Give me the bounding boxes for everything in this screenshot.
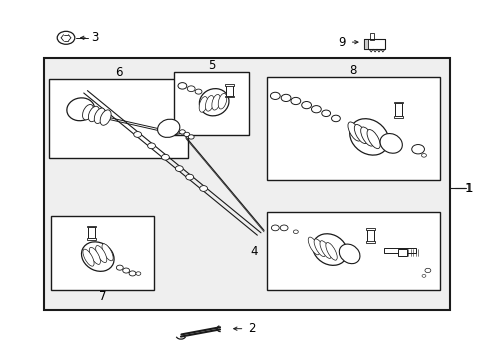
Ellipse shape	[82, 104, 93, 120]
Ellipse shape	[349, 119, 388, 155]
Circle shape	[411, 145, 424, 154]
Text: 6: 6	[115, 66, 122, 79]
Bar	[366, 230, 373, 242]
Bar	[44, 58, 449, 310]
Circle shape	[199, 186, 207, 192]
Circle shape	[421, 154, 426, 157]
Circle shape	[136, 272, 141, 275]
Bar	[225, 84, 233, 86]
Bar	[51, 216, 154, 290]
Ellipse shape	[312, 234, 346, 265]
Ellipse shape	[199, 96, 207, 112]
Bar	[364, 39, 367, 49]
Text: 1: 1	[464, 182, 471, 195]
Text: 9: 9	[338, 36, 346, 49]
Circle shape	[424, 268, 430, 273]
Circle shape	[188, 135, 194, 139]
Text: 8: 8	[349, 64, 356, 77]
Circle shape	[122, 268, 129, 273]
Circle shape	[161, 154, 169, 160]
Bar	[49, 79, 188, 158]
Circle shape	[321, 110, 330, 117]
Ellipse shape	[89, 247, 100, 264]
Circle shape	[178, 83, 186, 89]
Ellipse shape	[81, 242, 114, 271]
Ellipse shape	[379, 134, 402, 153]
Bar	[394, 103, 401, 116]
Ellipse shape	[88, 106, 99, 122]
Text: 4: 4	[250, 244, 258, 258]
Ellipse shape	[325, 243, 337, 260]
Ellipse shape	[100, 110, 111, 125]
Bar	[87, 225, 96, 228]
Circle shape	[421, 274, 425, 277]
Bar	[393, 116, 402, 118]
Circle shape	[280, 225, 287, 231]
Circle shape	[179, 130, 185, 134]
Circle shape	[147, 143, 155, 149]
Bar	[88, 227, 95, 238]
Ellipse shape	[94, 108, 105, 123]
Bar	[225, 96, 233, 98]
Circle shape	[116, 265, 123, 270]
Bar	[173, 72, 249, 135]
Bar	[365, 229, 374, 230]
Circle shape	[311, 105, 321, 113]
Circle shape	[301, 102, 311, 109]
Ellipse shape	[96, 246, 106, 262]
Ellipse shape	[157, 119, 180, 138]
Circle shape	[133, 132, 142, 138]
Ellipse shape	[218, 93, 226, 109]
Circle shape	[293, 230, 298, 234]
Ellipse shape	[339, 244, 359, 264]
Bar	[266, 212, 439, 290]
Bar	[266, 77, 439, 180]
Circle shape	[183, 132, 189, 136]
Ellipse shape	[307, 237, 319, 255]
Circle shape	[195, 89, 202, 94]
Bar	[87, 238, 96, 240]
Bar	[393, 102, 402, 103]
Text: 2: 2	[247, 322, 255, 335]
Bar	[365, 242, 374, 243]
Bar	[383, 248, 415, 253]
Ellipse shape	[102, 244, 113, 261]
Bar	[364, 39, 384, 49]
Text: 7: 7	[99, 290, 106, 303]
Circle shape	[185, 174, 193, 180]
Circle shape	[331, 115, 340, 122]
Ellipse shape	[347, 122, 360, 141]
Bar	[369, 33, 373, 40]
Ellipse shape	[211, 94, 220, 110]
Text: 5: 5	[207, 59, 215, 72]
Text: 1: 1	[465, 182, 472, 195]
Ellipse shape	[67, 98, 94, 121]
Ellipse shape	[199, 89, 228, 116]
Circle shape	[175, 166, 183, 171]
Circle shape	[281, 94, 290, 102]
Ellipse shape	[366, 130, 379, 149]
Ellipse shape	[354, 125, 366, 144]
Circle shape	[270, 92, 280, 99]
Ellipse shape	[319, 241, 331, 258]
Circle shape	[57, 31, 75, 44]
Ellipse shape	[313, 239, 325, 257]
Circle shape	[129, 271, 136, 276]
Ellipse shape	[360, 127, 373, 146]
Bar	[226, 85, 232, 96]
Circle shape	[271, 225, 279, 231]
Circle shape	[187, 86, 195, 92]
Circle shape	[203, 93, 207, 95]
Text: 3: 3	[91, 31, 99, 44]
Ellipse shape	[205, 95, 214, 111]
Circle shape	[290, 98, 300, 105]
Ellipse shape	[83, 249, 94, 266]
Bar	[397, 248, 407, 256]
